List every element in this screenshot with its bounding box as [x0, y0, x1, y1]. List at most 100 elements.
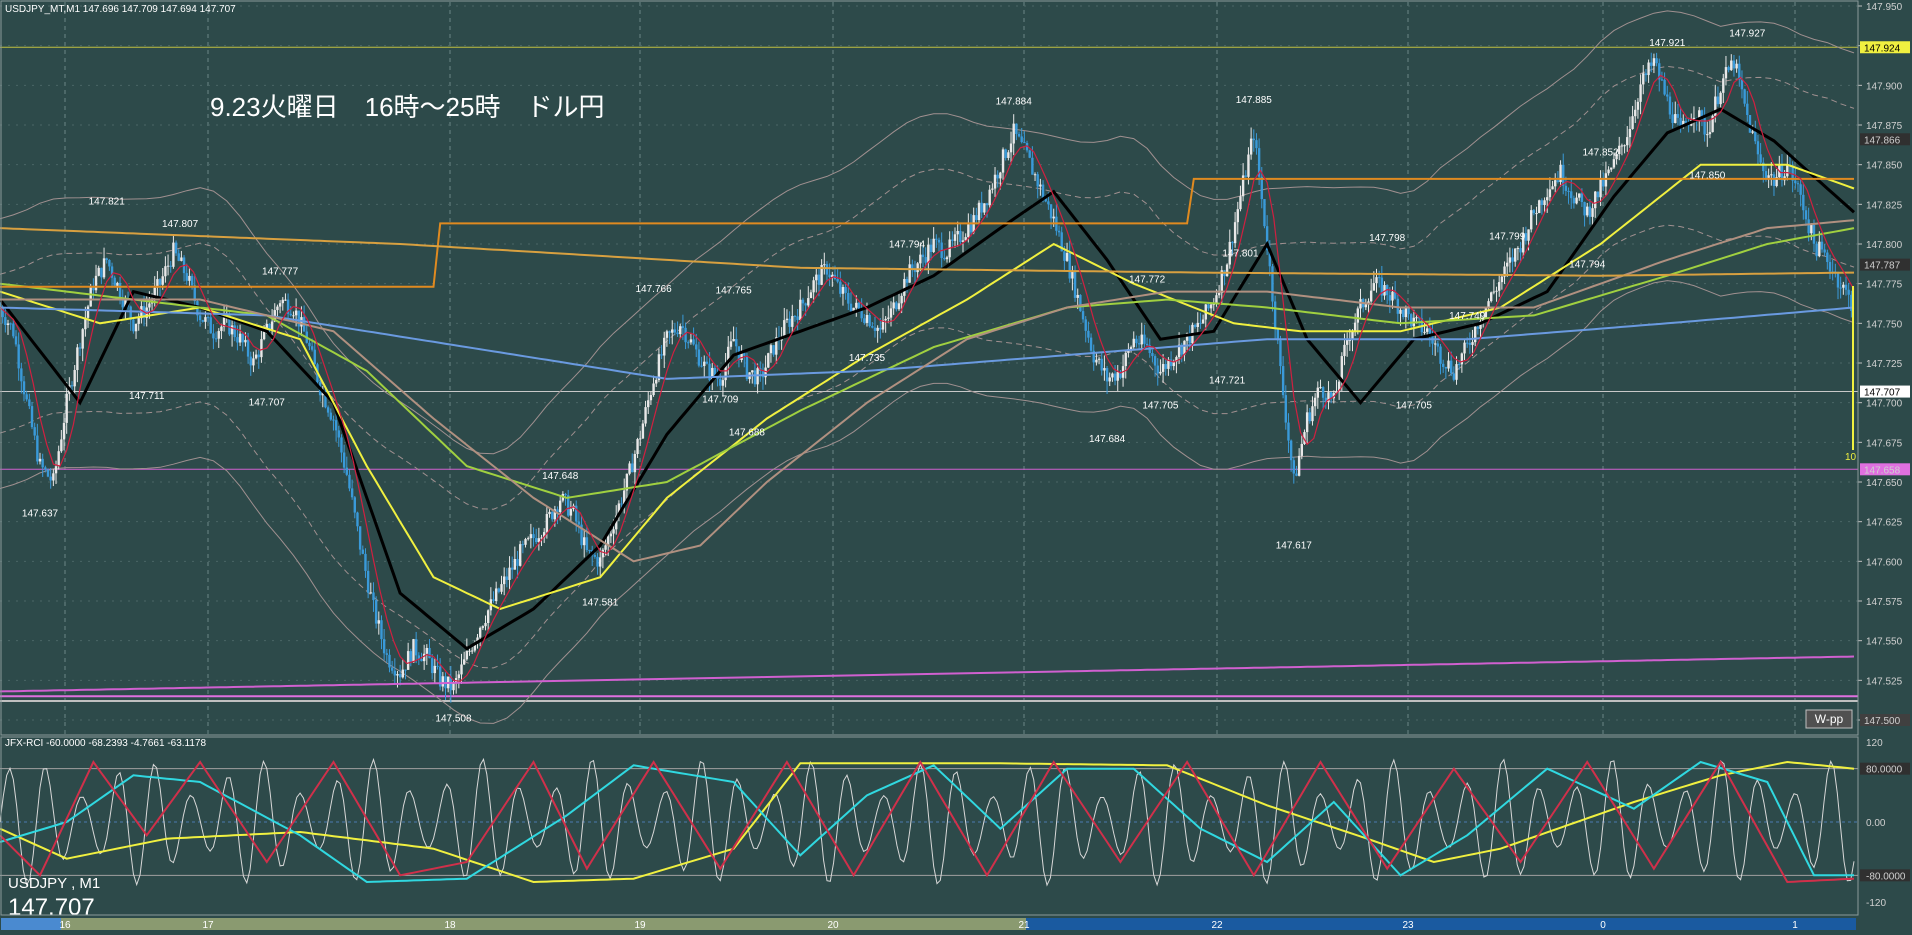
- candle-body: [174, 242, 178, 254]
- candle-body: [1087, 330, 1090, 338]
- candle-body: [687, 342, 690, 344]
- candle-body: [1049, 204, 1053, 219]
- candle-body: [1268, 250, 1271, 267]
- candle-body: [502, 576, 506, 585]
- candle-body: [329, 412, 332, 420]
- candle-body: [1548, 189, 1552, 198]
- price-tick-label: 147.875: [1866, 121, 1903, 132]
- candle-body: [1655, 58, 1658, 64]
- candle-body: [406, 651, 410, 670]
- candle-body: [465, 651, 469, 660]
- candle-body: [769, 345, 773, 354]
- wpp-badge[interactable]: [1805, 709, 1853, 729]
- candle-body: [1159, 371, 1162, 374]
- candle-body: [9, 323, 12, 325]
- candle-body: [1345, 340, 1349, 345]
- candle-body: [1684, 120, 1688, 124]
- candle-body: [884, 318, 887, 321]
- candle-body: [767, 353, 770, 368]
- swing-price-label: 147.637: [22, 509, 59, 520]
- candle-body: [815, 274, 818, 281]
- candle-body: [977, 202, 981, 221]
- candle-body: [783, 320, 786, 338]
- candle-body: [1556, 180, 1560, 183]
- candle-body: [1209, 304, 1213, 309]
- candle-body: [92, 287, 95, 291]
- candle-body: [1308, 412, 1312, 422]
- candle-body: [1703, 117, 1706, 135]
- candle-body: [364, 553, 367, 571]
- candle-body: [751, 370, 754, 373]
- candle-body: [217, 331, 220, 339]
- candle-body: [1383, 285, 1386, 296]
- candle-body: [1572, 198, 1576, 204]
- candle-body: [1052, 216, 1055, 219]
- swing-price-label: 147.766: [635, 284, 672, 295]
- candle-body: [166, 265, 170, 267]
- candle-body: [1377, 277, 1381, 279]
- candle-body: [1546, 197, 1549, 201]
- swing-price-label: 147.801: [1222, 248, 1259, 259]
- candle-body: [1423, 331, 1426, 333]
- candle-body: [100, 267, 103, 278]
- swing-price-label: 147.709: [702, 394, 739, 405]
- candle-body: [366, 570, 370, 593]
- candle-body: [721, 380, 725, 386]
- candle-body: [719, 378, 722, 386]
- candle-body: [575, 505, 578, 522]
- swing-price-label: 147.927: [1729, 28, 1766, 39]
- candle-body: [775, 337, 778, 355]
- candle-body: [1097, 358, 1101, 360]
- candle-body: [1212, 303, 1215, 305]
- candle-body: [727, 346, 730, 364]
- candle-body: [1033, 174, 1037, 176]
- candle-body: [1175, 357, 1178, 362]
- candle-body: [1236, 209, 1239, 223]
- candle-body: [1452, 373, 1456, 380]
- candle-body: [246, 339, 250, 357]
- candle-body: [943, 257, 946, 260]
- candle-body: [1015, 123, 1018, 134]
- candle-body: [983, 203, 986, 213]
- candle-body: [1519, 248, 1522, 253]
- candle-body: [500, 584, 503, 592]
- candle-body: [76, 347, 79, 371]
- price-tag: [1860, 258, 1910, 271]
- candle-body: [1327, 392, 1330, 403]
- candle-body: [433, 665, 437, 674]
- candle-body: [1143, 334, 1146, 344]
- swing-price-label: 147.617: [1276, 540, 1313, 551]
- candle-body: [788, 318, 791, 327]
- rci-tag: [1860, 762, 1910, 775]
- candle-body: [62, 422, 66, 440]
- candle-body: [1311, 406, 1314, 422]
- swing-price-label: 147.777: [262, 266, 299, 277]
- rci-panel-frame: [0, 736, 1859, 916]
- candle-body: [1239, 196, 1242, 210]
- candle-body: [254, 354, 258, 359]
- candle-body: [1228, 241, 1231, 265]
- candle-body: [1335, 391, 1338, 394]
- candle-body: [825, 264, 829, 275]
- candle-body: [1514, 248, 1517, 262]
- swing-price-label: 147.684: [1089, 434, 1126, 445]
- candle-body: [129, 306, 132, 320]
- candle-body: [1295, 473, 1298, 476]
- candle-body: [188, 275, 191, 281]
- candle-body: [847, 292, 850, 304]
- candle-body: [1807, 219, 1810, 234]
- candle-body: [313, 349, 316, 365]
- candle-body: [1284, 395, 1287, 423]
- candle-body: [740, 353, 743, 360]
- candle-body: [1401, 309, 1405, 318]
- swing-price-label: 147.749: [1449, 311, 1486, 322]
- upper-band: [0, 10, 1855, 455]
- time-label-18: 18: [444, 920, 456, 931]
- candle-body: [478, 627, 482, 638]
- candle-body: [1319, 387, 1322, 389]
- swing-price-label: 147.765: [716, 286, 753, 297]
- swing-price-label: 147.807: [162, 219, 199, 230]
- candle-body: [1260, 176, 1263, 200]
- candle-body: [1425, 328, 1429, 332]
